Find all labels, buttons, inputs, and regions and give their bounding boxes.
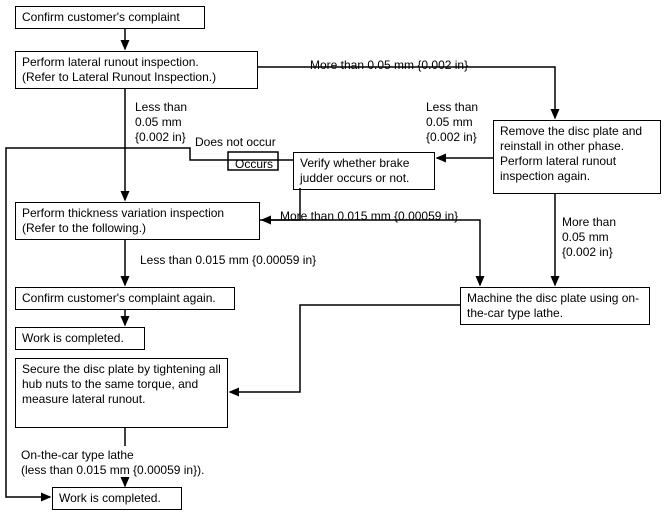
node-secure-disc: Secure the disc plate by tightening all … [15, 358, 228, 428]
node-work-completed-2: Work is completed. [52, 487, 182, 510]
node-lathe-spec: On-the-car type lathe (less than 0.015 m… [15, 448, 235, 478]
node-confirm-again: Confirm customer's complaint again. [15, 287, 235, 310]
label-not-occur: Does not occur [195, 135, 276, 150]
label-less-0015: Less than 0.015 mm {0.00059 in} [140, 253, 316, 268]
node-thickness-inspection: Perform thickness variation inspection (… [15, 202, 260, 240]
label-more-0015: More than 0.015 mm {0.00059 in} [280, 209, 458, 224]
label-more-005: More than 0.05 mm {0.002 in} [310, 58, 468, 73]
node-verify-judder: Verify whether brake judder occurs or no… [293, 152, 435, 190]
node-work-completed-1: Work is completed. [15, 327, 145, 350]
label-more-005-b: More than 0.05 mm {0.002 in} [562, 215, 616, 260]
node-remove-disc: Remove the disc plate and reinstall in o… [493, 120, 661, 194]
label-occurs: Occurs [235, 157, 273, 172]
node-machine-disc: Machine the disc plate using on-the-car … [460, 287, 650, 325]
label-less-005-a: Less than 0.05 mm {0.002 in} [135, 100, 187, 145]
node-confirm-complaint: Confirm customer's complaint [15, 6, 205, 29]
node-lateral-runout: Perform lateral runout inspection. (Refe… [15, 51, 258, 89]
label-less-005-b: Less than 0.05 mm {0.002 in} [426, 100, 478, 145]
